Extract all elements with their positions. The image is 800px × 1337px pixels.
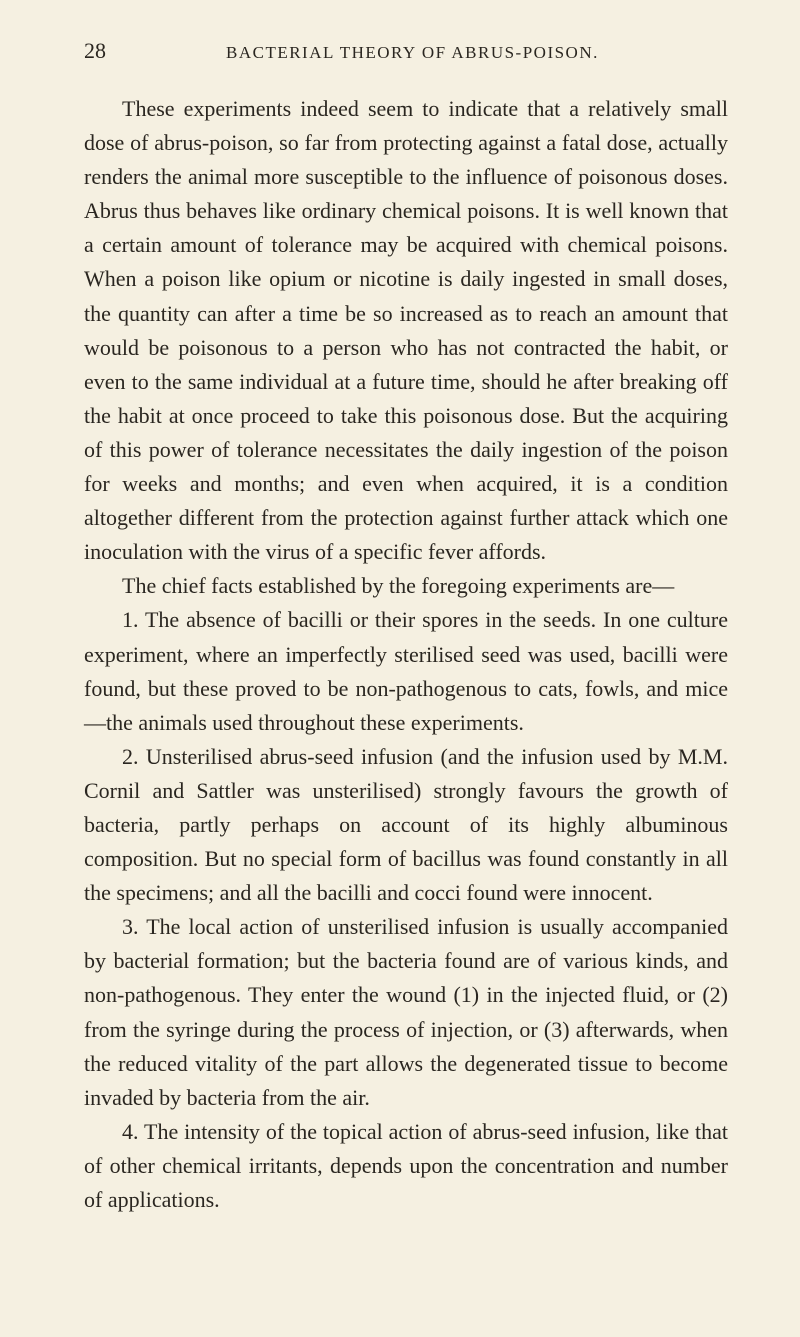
page-number: 28 — [84, 38, 106, 64]
list-item-2: 2. Unsterilised abrus-seed infusion (and… — [84, 740, 728, 910]
list-item-3: 3. The local action of unsterilised infu… — [84, 910, 728, 1115]
page-header: 28 BACTERIAL THEORY OF ABRUS-POISON. — [84, 38, 728, 64]
list-item-4: 4. The intensity of the topical action o… — [84, 1115, 728, 1217]
paragraph-2: The chief facts established by the foreg… — [84, 569, 728, 603]
header-title: BACTERIAL THEORY OF ABRUS-POISON. — [226, 43, 599, 63]
paragraph-1: These experiments indeed seem to indicat… — [84, 92, 728, 569]
list-item-1: 1. The absence of bacilli or their spore… — [84, 603, 728, 739]
